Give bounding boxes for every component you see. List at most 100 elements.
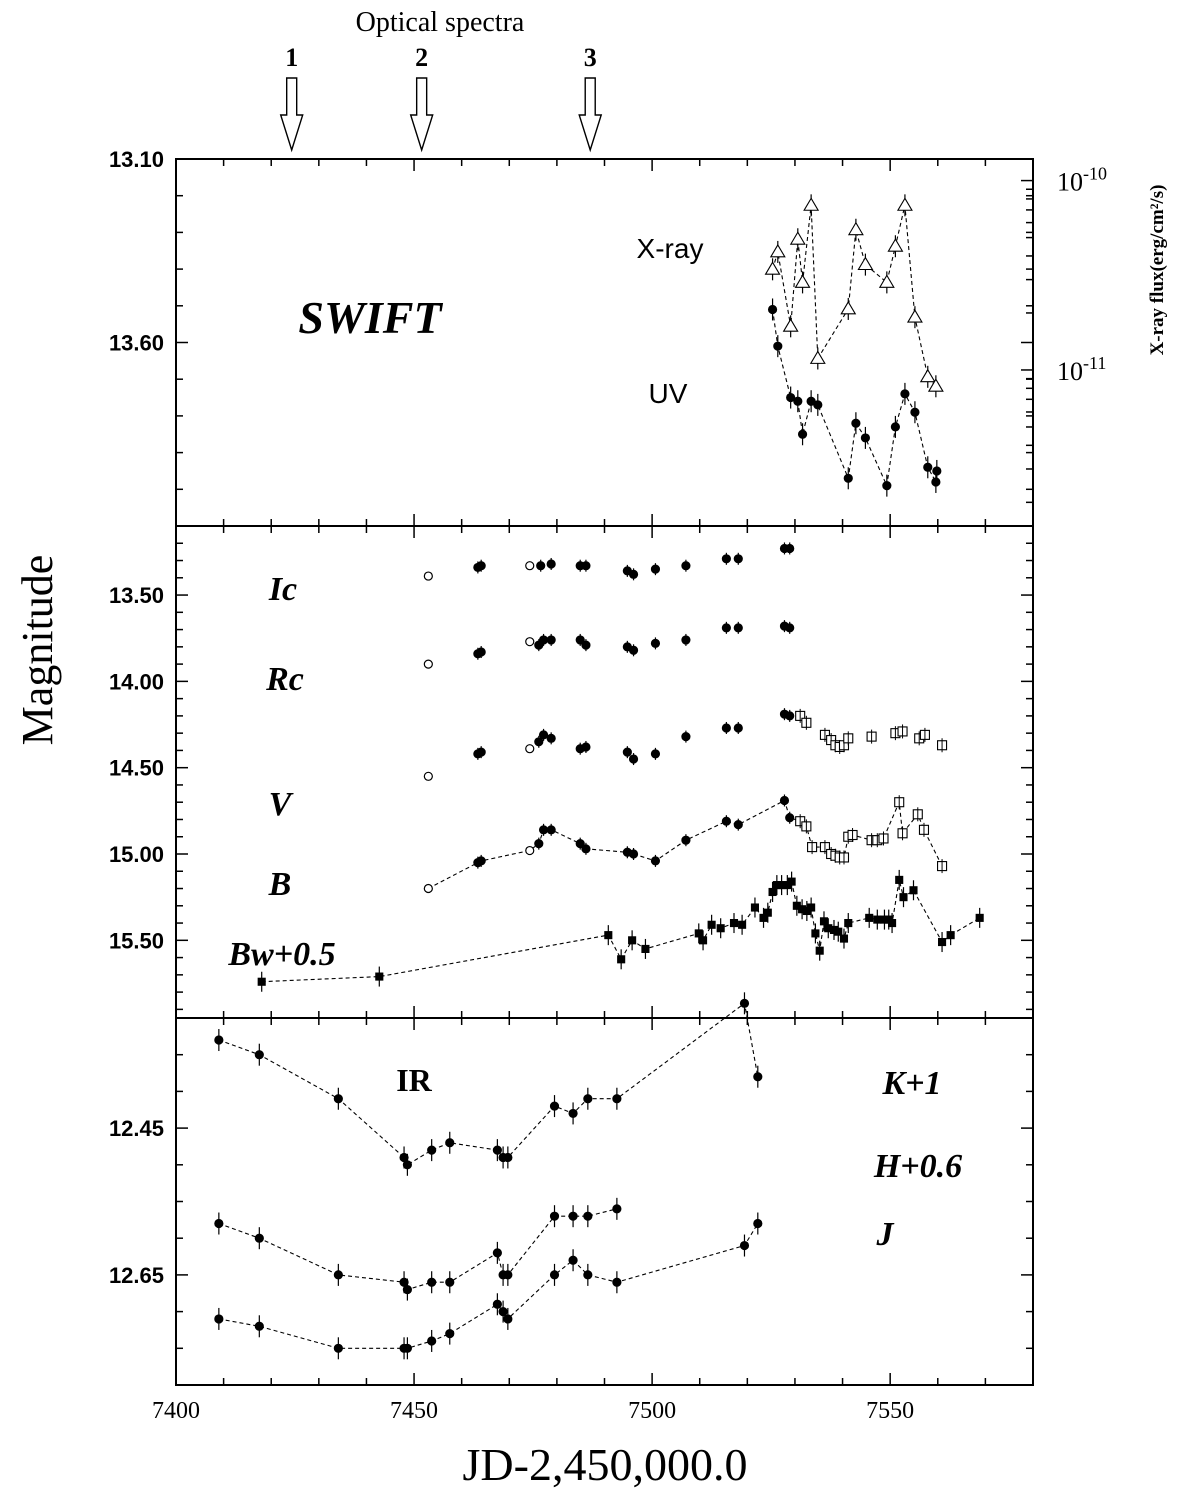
j-point [333, 1343, 343, 1353]
x-ray-point [857, 256, 874, 271]
y-tick-label: 13.60 [109, 331, 164, 356]
b-point [575, 839, 585, 849]
x-ray-point [887, 238, 904, 252]
b-point [733, 820, 743, 830]
uv-point [793, 396, 803, 406]
rc-point [575, 635, 585, 645]
k-1-point [214, 1035, 224, 1045]
bw-0-5-point [641, 944, 650, 953]
bw-0-5-point [938, 937, 947, 947]
bw-0-5-point [899, 893, 908, 902]
h-0-6-point [612, 1204, 622, 1214]
right-y-axis-label: X-ray flux(erg/cm²/s) [1147, 185, 1168, 356]
bw-0-5-point [844, 919, 853, 928]
uv-point [773, 341, 783, 351]
ic-point [536, 561, 546, 571]
bw-0-5-point [750, 903, 760, 912]
rc-point [581, 640, 591, 650]
k-1-point [549, 1101, 560, 1111]
tick-exponent: -10 [1083, 164, 1107, 184]
ic-point [650, 564, 661, 574]
b-point [538, 825, 549, 835]
h-0-6-point [427, 1277, 437, 1287]
bw-0-5-point [617, 955, 626, 964]
b-point [779, 795, 790, 806]
series-label-uv: UV [649, 378, 688, 409]
b-point [721, 816, 731, 826]
b-point [681, 835, 691, 845]
ic-point [733, 554, 743, 564]
b-point [785, 813, 795, 823]
series-label-rc: Rc [265, 661, 304, 698]
h-0-6-point [583, 1211, 593, 1221]
x-ray-point [764, 261, 781, 275]
series-label-k: K+1 [881, 1065, 941, 1102]
bw-0-5-point [768, 887, 777, 897]
h-0-6-point [399, 1277, 409, 1287]
b-point [546, 825, 556, 835]
j-point [254, 1321, 264, 1331]
uv-point [900, 389, 910, 399]
h-0-6-point [402, 1284, 412, 1295]
h-0-6-point [333, 1270, 343, 1280]
b-point [581, 844, 591, 854]
v-point [650, 749, 661, 759]
j-point [427, 1336, 437, 1346]
x-tick-label: 7450 [390, 1398, 438, 1424]
v-point [785, 711, 795, 721]
series-label-v: V [269, 786, 294, 823]
j-point [492, 1299, 502, 1309]
uv-point [910, 407, 920, 417]
uv-point [813, 400, 823, 410]
x-ray-point [896, 197, 913, 211]
rc-point [785, 623, 795, 633]
rc-point [476, 647, 486, 657]
x-axis-label: JD-2,450,000.0 [463, 1439, 748, 1490]
panel-label-ir: IR [396, 1062, 432, 1098]
k-1-point [427, 1145, 437, 1155]
ic-point [628, 569, 639, 579]
bw-0-5-point [729, 919, 739, 928]
spectrum-arrow [578, 77, 603, 153]
v-point [628, 754, 639, 764]
right-y-tick-label: 10-11 [1057, 353, 1106, 386]
x-ray-point [840, 300, 857, 315]
k-1-point [254, 1050, 264, 1060]
right-y-tick-label: 10-10 [1057, 164, 1107, 197]
uv-point [843, 473, 853, 483]
uv-point [767, 304, 778, 315]
j-point [739, 1240, 750, 1251]
bw-0-5-point [375, 972, 384, 981]
j-point [568, 1255, 578, 1265]
ic-point [546, 559, 556, 569]
bw-0-5-point [759, 913, 768, 922]
j-line [218, 1223, 759, 1349]
h-0-6-point [445, 1277, 455, 1287]
h-0-6-point [503, 1270, 513, 1280]
x-tick-label: 7500 [628, 1398, 676, 1424]
j-point [214, 1314, 224, 1324]
j-point [498, 1306, 508, 1317]
series-label-h: H+0.6 [873, 1148, 962, 1185]
uv-point [851, 418, 861, 428]
bw-0-5-point [873, 915, 882, 924]
uv-point [860, 433, 871, 443]
ic-point [681, 561, 691, 571]
bw-0-5-point [807, 903, 816, 912]
x-ray-point [847, 221, 864, 236]
x-ray-point [878, 274, 895, 288]
rc-point [628, 645, 639, 655]
bw-0-5-point [946, 931, 955, 940]
b-open-point [423, 883, 433, 894]
j-point [583, 1270, 593, 1280]
bw-0-5-point [811, 929, 820, 938]
y-tick-label: 15.00 [109, 842, 164, 867]
annotations: 1 2 3 [279, 43, 603, 153]
v-point [581, 742, 591, 752]
bw-0-5-point [716, 924, 725, 933]
top-title: Optical spectra [356, 7, 525, 38]
x-ray-line [772, 205, 937, 387]
bw-0-5-point [895, 875, 904, 884]
v-point [733, 723, 743, 733]
